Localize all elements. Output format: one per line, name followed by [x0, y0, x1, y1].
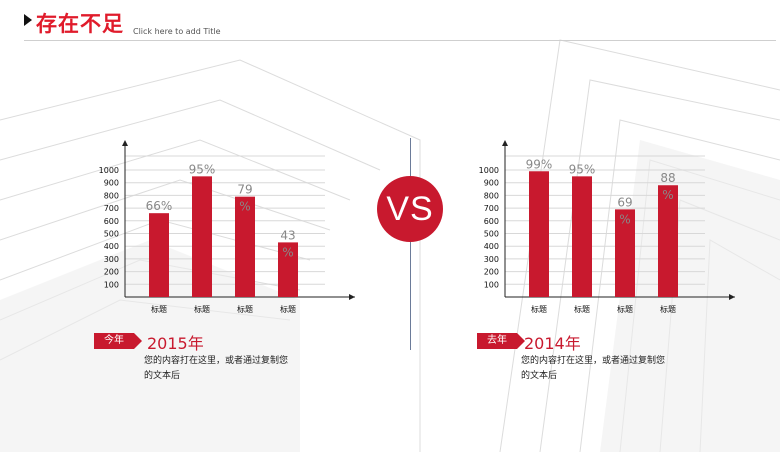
y-tick-label: 700 [104, 204, 119, 213]
y-tick-label: 800 [484, 191, 499, 200]
bar-chart-2014: 100 200 300 400 500 600 700 800 900 1000 99% 标题 95% 标… [475, 140, 780, 320]
bar [149, 213, 169, 297]
x-tick-label: 标题 [574, 304, 590, 314]
bar-data-label: 88 [660, 171, 675, 185]
y-axis-arrow-icon [502, 140, 508, 146]
x-tick-label: 标题 [531, 304, 547, 314]
y-tick-label: 300 [484, 255, 499, 264]
y-tick-label: 1000 [479, 166, 499, 175]
y-tick-label: 500 [484, 230, 499, 239]
x-tick-label: 标题 [194, 304, 210, 314]
x-tick-label: 标题 [660, 304, 676, 314]
bar [192, 176, 212, 297]
x-axis-arrow-icon [729, 294, 735, 300]
bar-data-label: 66% [146, 199, 173, 213]
year-2014: 2014年 [524, 334, 581, 353]
bar [615, 209, 635, 297]
vs-badge: VS [377, 176, 443, 242]
bar-data-label-unit: % [282, 245, 293, 259]
y-axis-arrow-icon [122, 140, 128, 146]
y-tick-label: 900 [484, 179, 499, 188]
page-subtitle[interactable]: Click here to add Title [133, 27, 221, 36]
bar-data-label: 43 [280, 228, 295, 242]
bar [529, 171, 549, 297]
y-tick-label: 600 [484, 217, 499, 226]
x-tick-label: 标题 [237, 304, 253, 314]
year-2015: 2015年 [147, 334, 204, 353]
bar-data-label: 99% [526, 157, 553, 171]
x-tick-label: 标题 [617, 304, 633, 314]
title-marker-icon [24, 14, 32, 26]
y-tick-label: 300 [104, 255, 119, 264]
tag-this-year: 今年 [94, 333, 142, 349]
bar-data-label: 95% [569, 162, 596, 176]
y-tick-label: 900 [104, 179, 119, 188]
bar-chart-2015-svg: 100 200 300 400 500 600 700 800 900 1000 66% 标题 95% 标… [99, 140, 355, 314]
y-tick-label: 200 [104, 268, 119, 277]
bar [278, 242, 298, 297]
description-2015[interactable]: 您的内容打在这里，或者通过复制您的文本后 [144, 356, 289, 381]
y-tick-label: 400 [484, 242, 499, 251]
x-tick-label: 标题 [280, 304, 296, 314]
bar [572, 176, 592, 297]
page-title: 存在不足 [36, 12, 124, 36]
bar-data-label-unit: % [662, 188, 673, 202]
bar-data-label-unit: % [239, 200, 250, 214]
vs-divider [410, 138, 411, 350]
bar-data-label: 69 [617, 195, 632, 209]
y-tick-label: 800 [104, 191, 119, 200]
y-tick-label: 500 [104, 230, 119, 239]
bar [235, 196, 255, 297]
bar [658, 185, 678, 297]
y-tick-label: 400 [104, 242, 119, 251]
y-tick-label: 100 [104, 280, 119, 289]
bar-data-label-unit: % [619, 212, 630, 226]
y-tick-label: 1000 [99, 166, 119, 175]
bar-data-label: 95% [189, 162, 216, 176]
header-divider [24, 40, 776, 41]
description-2014[interactable]: 您的内容打在这里，或者通过复制您的文本后 [521, 356, 666, 381]
y-tick-label: 600 [104, 217, 119, 226]
y-tick-label: 700 [484, 204, 499, 213]
x-axis-arrow-icon [349, 294, 355, 300]
y-tick-label: 100 [484, 280, 499, 289]
tag-last-year: 去年 [477, 333, 525, 349]
bar-chart-2014-svg: 100 200 300 400 500 600 700 800 900 1000 99% 标题 95% 标… [479, 140, 735, 314]
bar-data-label: 79 [237, 183, 252, 197]
x-tick-label: 标题 [151, 304, 167, 314]
y-tick-label: 200 [484, 268, 499, 277]
bar-chart-2015: 100 200 300 400 500 600 700 800 900 1000 66% 标题 95% 标… [95, 140, 425, 320]
